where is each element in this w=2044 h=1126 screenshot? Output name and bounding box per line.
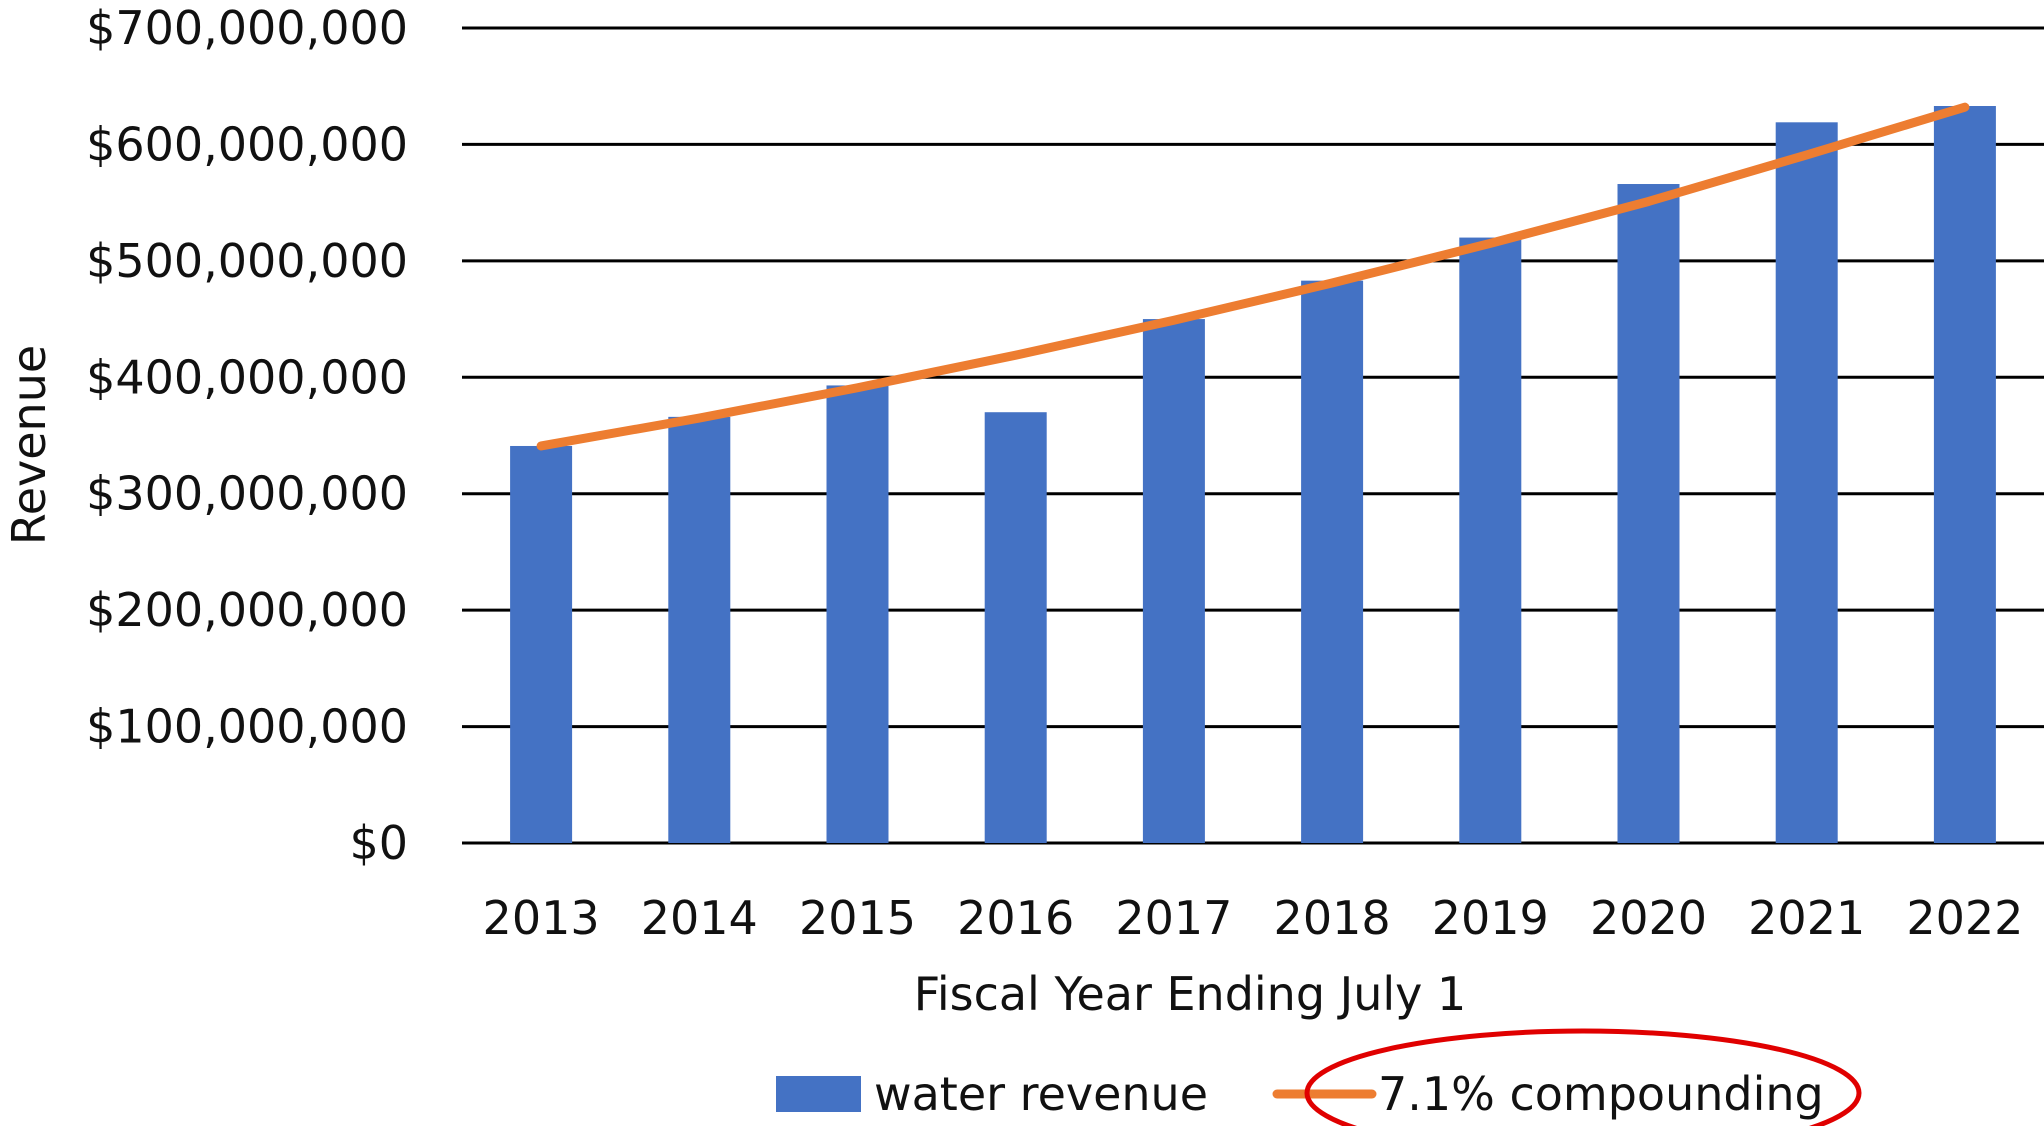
- y-tick-label: $0: [349, 816, 408, 870]
- bar-2022: [1933, 106, 1996, 843]
- legend-label-water-revenue: water revenue: [874, 1067, 1208, 1121]
- compounding-line: [536, 102, 1970, 451]
- x-tick-label: 2013: [483, 891, 600, 945]
- x-tick-label: 2018: [1274, 891, 1391, 945]
- x-axis-title: Fiscal Year Ending July 1: [914, 967, 1467, 1021]
- highlight-circle: [1304, 1028, 1862, 1126]
- bar-2018: [1301, 280, 1364, 843]
- bar-series: [510, 106, 1996, 844]
- y-tick-label: $300,000,000: [86, 467, 408, 521]
- x-tick-label: 2019: [1432, 891, 1549, 945]
- y-tick-label: $500,000,000: [86, 234, 408, 288]
- y-tick-labels: $0 $100,000,000 $200,000,000 $300,000,000 $4…: [86, 1, 408, 870]
- legend: water revenue 7.1% compounding: [776, 1028, 1862, 1126]
- y-tick-label: $700,000,000: [86, 1, 408, 55]
- legend-label-compounding: 7.1% compounding: [1378, 1067, 1824, 1121]
- x-tick-label: 2015: [799, 891, 916, 945]
- bar-2020: [1617, 184, 1680, 843]
- x-tick-label: 2014: [641, 891, 758, 945]
- bar-2013: [510, 445, 573, 843]
- legend-swatch-water-revenue: [776, 1076, 861, 1112]
- x-tick-label: 2020: [1590, 891, 1707, 945]
- y-axis-title: Revenue: [2, 345, 56, 545]
- bar-2021: [1775, 122, 1838, 844]
- x-tick-label: 2021: [1748, 891, 1865, 945]
- x-tick-label: 2016: [957, 891, 1074, 945]
- y-tick-label: $600,000,000: [86, 117, 408, 171]
- bar-2015: [826, 385, 889, 843]
- y-tick-label: $100,000,000: [86, 700, 408, 754]
- y-tick-label: $400,000,000: [86, 350, 408, 404]
- line-series: [536, 102, 1970, 451]
- x-tick-label: 2022: [1906, 891, 2023, 945]
- bar-2016: [984, 412, 1047, 843]
- y-tick-label: $200,000,000: [86, 583, 408, 637]
- x-tick-label: 2017: [1115, 891, 1232, 945]
- x-tick-labels: 2013 2014 2015 2016 2017 2018 2019 2020 2021 2022: [483, 891, 2024, 945]
- bar-2017: [1142, 319, 1205, 844]
- bar-2014: [668, 416, 731, 843]
- bar-2019: [1459, 237, 1522, 844]
